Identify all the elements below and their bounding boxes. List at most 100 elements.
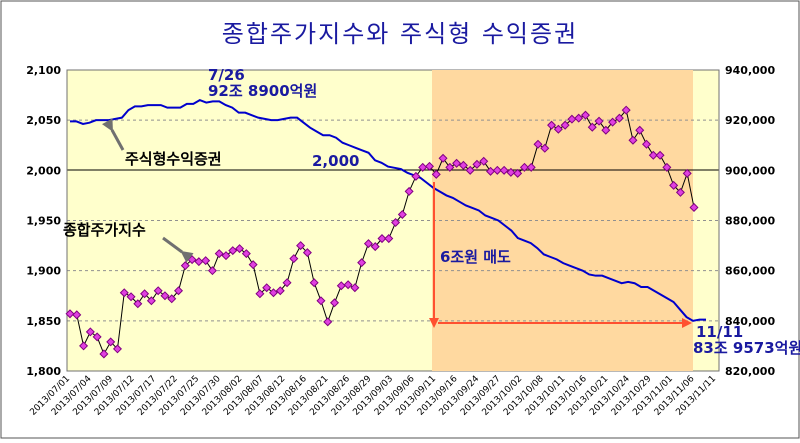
index-point	[642, 139, 652, 149]
index-point	[492, 165, 502, 175]
index-point	[268, 288, 278, 298]
index-point	[126, 292, 136, 302]
index-point	[431, 169, 441, 179]
y-left-tick-label: 1,850	[26, 315, 61, 328]
y-axis-right: 820,000 840,000 860,000 880,000 900,000 920,0…	[725, 64, 775, 378]
index-point	[438, 153, 448, 163]
index-point	[140, 289, 150, 299]
index-point	[547, 120, 557, 130]
index-point	[296, 241, 306, 251]
index-point	[133, 299, 143, 309]
gridlines	[67, 119, 719, 322]
index-point	[207, 266, 217, 276]
fund-series-line	[70, 98, 706, 322]
annotation-fund-label: 주식형수익증권	[125, 150, 222, 168]
index-point	[289, 254, 299, 264]
index-point	[112, 344, 122, 354]
index-point	[350, 283, 360, 293]
index-point	[628, 135, 638, 145]
annotation-peak-date: 7/26	[208, 66, 245, 84]
index-point	[445, 162, 455, 172]
index-point	[377, 234, 387, 244]
annotation-end-amount: 83조 9573억원	[693, 339, 800, 357]
index-point	[72, 310, 82, 320]
y-right-tick-label: 860,000	[725, 265, 775, 278]
index-point	[235, 244, 245, 254]
index-point	[608, 117, 618, 127]
index-point	[343, 280, 353, 290]
index-point	[309, 278, 319, 288]
index-point	[621, 105, 631, 115]
index-point	[682, 168, 692, 178]
index-point	[174, 286, 184, 296]
index-point	[567, 114, 577, 124]
index-point	[119, 288, 129, 298]
index-point	[418, 162, 428, 172]
index-point	[357, 258, 367, 268]
index-point	[513, 168, 523, 178]
index-point	[560, 120, 570, 130]
index-point	[526, 162, 536, 172]
index-point	[424, 161, 434, 171]
y-left-tick-label: 2,000	[26, 164, 61, 177]
index-point	[614, 113, 624, 123]
y-axis-left: 1,800 1,850 1,900 1,950 2,000 2,050 2,100	[26, 64, 61, 378]
index-point	[302, 248, 312, 258]
index-point	[479, 156, 489, 166]
index-point	[506, 167, 516, 177]
y-right-tick-label: 920,000	[725, 114, 775, 127]
annotation-index-label: 종합주가지수	[63, 221, 146, 239]
index-point	[153, 286, 163, 296]
y-right-tick-label: 940,000	[725, 64, 775, 77]
index-point	[689, 202, 699, 212]
index-point	[282, 278, 292, 288]
y-right-tick-label: 900,000	[725, 164, 775, 177]
index-point	[330, 298, 340, 308]
index-label-arrow	[162, 236, 194, 263]
series-index	[65, 105, 699, 359]
index-point	[336, 281, 346, 291]
index-point	[255, 289, 265, 299]
index-point	[85, 327, 95, 337]
index-point	[391, 217, 401, 228]
annotation-peak-amount: 92조 8900억원	[208, 82, 317, 100]
index-point	[675, 187, 685, 197]
index-point	[79, 341, 89, 351]
index-point	[99, 349, 109, 359]
index-point	[540, 143, 550, 153]
y-right-tick-label: 820,000	[725, 365, 775, 378]
y-left-tick-label: 1,800	[26, 365, 61, 378]
index-point	[452, 158, 462, 168]
index-point	[221, 251, 231, 261]
index-point	[384, 234, 394, 244]
index-point	[601, 125, 611, 135]
index-point	[669, 180, 679, 190]
index-point	[580, 110, 590, 120]
index-point	[180, 261, 190, 271]
index-point	[587, 122, 597, 132]
index-point	[214, 249, 224, 259]
y-left-tick-label: 1,950	[26, 215, 61, 228]
index-point	[241, 249, 251, 259]
chart-title: 종합주가지수와 주식형 수익증권	[222, 20, 578, 48]
y-right-tick-label: 840,000	[725, 315, 775, 328]
index-point	[194, 257, 204, 267]
index-point	[574, 113, 584, 123]
index-point	[370, 242, 380, 252]
index-point	[594, 116, 604, 126]
index-point	[228, 246, 238, 256]
index-point	[458, 160, 468, 170]
index-point	[65, 309, 75, 319]
index-point	[465, 165, 475, 175]
index-point	[92, 332, 102, 342]
y-left-tick-label: 2,100	[26, 64, 61, 77]
index-point	[201, 256, 211, 266]
index-point	[519, 162, 529, 172]
index-point	[655, 150, 665, 160]
index-point	[486, 166, 496, 176]
fund-label-arrow	[101, 118, 125, 151]
index-point	[323, 317, 333, 327]
index-point	[411, 171, 421, 181]
annotation-sell-label: 6조원 매도	[440, 248, 511, 266]
